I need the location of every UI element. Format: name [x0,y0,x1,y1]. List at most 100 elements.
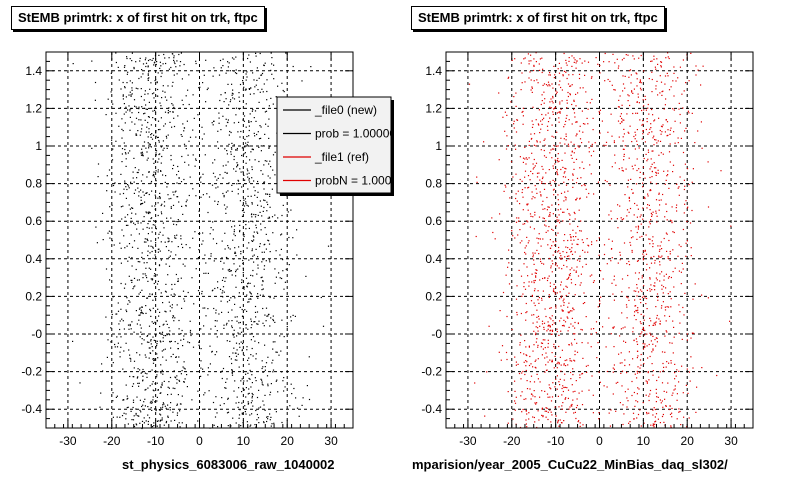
scatter-point [261,261,263,263]
scatter-point [214,320,216,322]
scatter-point [644,250,646,252]
scatter-point [243,153,245,155]
scatter-point [153,425,155,427]
scatter-point [532,168,534,170]
scatter-point [569,248,571,250]
scatter-point [628,95,630,97]
scatter-point [659,422,661,424]
scatter-point [528,144,530,146]
scatter-point [227,61,229,63]
scatter-point [660,256,662,258]
scatter-point [528,285,530,287]
scatter-point [279,277,281,279]
scatter-point [663,170,665,172]
scatter-point [634,148,636,150]
scatter-point [541,414,543,416]
scatter-point [673,95,675,97]
scatter-point [542,277,544,280]
scatter-point [274,151,276,153]
scatter-point [542,84,544,86]
scatter-point [202,368,204,370]
scatter-point [666,219,668,221]
legend-label: prob = 1.000000 [315,127,403,141]
scatter-point [655,337,657,339]
scatter-point [574,294,576,296]
scatter-point [181,135,183,137]
scatter-point [620,217,622,219]
scatter-point [624,326,626,328]
scatter-point [581,342,583,344]
scatter-point [143,113,145,115]
scatter-point [635,305,637,307]
scatter-point [579,255,581,257]
scatter-point [636,73,638,75]
scatter-point [642,133,644,135]
scatter-point [119,320,121,322]
scatter-point [505,186,507,188]
scatter-point [528,63,530,65]
scatter-point [533,263,535,265]
scatter-point [559,320,561,322]
scatter-point [177,280,179,282]
scatter-point [187,341,189,343]
scatter-point [574,390,576,392]
scatter-point [151,369,153,371]
scatter-point [564,152,566,154]
scatter-point [522,223,524,225]
scatter-point [674,120,676,122]
scatter-point [205,59,207,61]
scatter-point [274,282,276,284]
scatter-point [161,350,163,352]
scatter-point [568,344,570,346]
scatter-point [95,226,97,228]
scatter-point [127,71,129,73]
scatter-point [154,358,156,360]
scatter-point [263,83,265,85]
scatter-point [579,284,581,286]
y-tick-label: 0.4 [425,252,442,266]
scatter-point [172,353,174,355]
scatter-point [200,181,202,183]
scatter-point [244,309,246,311]
scatter-point [125,384,127,386]
scatter-point [183,63,185,66]
scatter-point [135,412,137,415]
scatter-point [258,77,260,79]
scatter-point [557,232,559,234]
scatter-point [249,369,251,371]
scatter-point [308,356,310,358]
scatter-point [645,153,647,155]
scatter-point [248,145,250,147]
scatter-point [239,229,241,232]
scatter-point [600,296,602,298]
y-tick-label: 1 [35,139,42,153]
scatter-point [549,72,551,74]
scatter-point [130,360,132,362]
scatter-point [654,322,656,324]
scatter-point [195,62,197,65]
scatter-point [560,255,562,257]
scatter-point [629,421,631,423]
scatter-point [216,179,218,181]
scatter-point [569,273,571,275]
scatter-point [234,252,236,254]
scatter-point [634,164,636,166]
scatter-point [123,287,126,289]
scatter-point [654,285,656,287]
scatter-point [693,332,695,334]
scatter-point [572,229,574,231]
scatter-point [133,376,135,378]
scatter-point [594,142,596,144]
scatter-point [558,267,560,269]
scatter-point [530,300,533,302]
scatter-point [630,237,633,239]
scatter-point [613,279,615,281]
scatter-point [679,122,681,124]
scatter-point [679,176,681,178]
scatter-point [176,361,178,363]
scatter-point [142,63,145,65]
scatter-point [241,154,243,157]
scatter-point [579,425,581,427]
scatter-point [649,189,651,191]
scatter-point [250,151,252,153]
